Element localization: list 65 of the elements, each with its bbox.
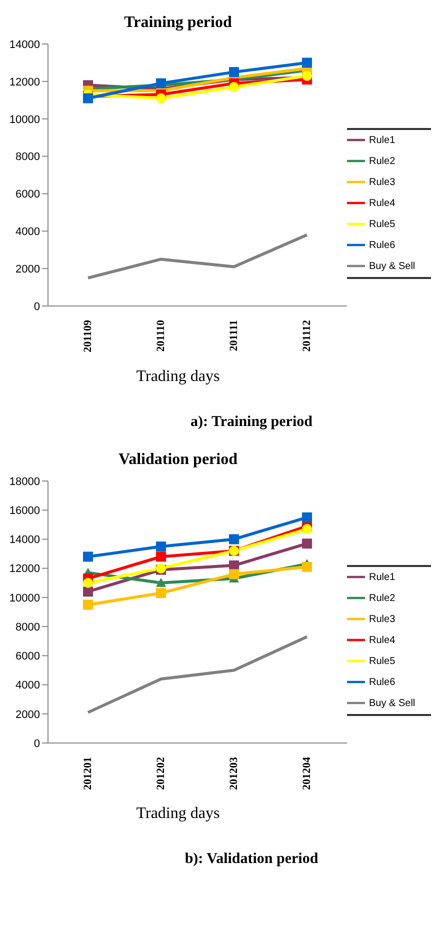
legend-label: Rule4 xyxy=(369,198,396,208)
chart-title: Validation period xyxy=(118,450,238,470)
point xyxy=(83,586,93,597)
x-tick-label: 201203 xyxy=(228,756,240,790)
point xyxy=(302,524,312,534)
y-tick-label: 0 xyxy=(34,300,40,313)
y-tick-label: 6000 xyxy=(16,650,40,663)
x-axis-title: Trading days xyxy=(135,368,221,387)
point xyxy=(156,542,166,552)
legend-label: Rule1 xyxy=(369,134,396,146)
y-tick-label: 14000 xyxy=(9,38,40,51)
point xyxy=(229,82,239,92)
legend-label: Rule5 xyxy=(369,656,396,666)
y-tick-label: 10000 xyxy=(9,114,40,126)
x-tick-label: 201201 xyxy=(82,757,94,790)
y-tick-label: 4000 xyxy=(16,680,40,692)
point xyxy=(302,538,312,549)
x-tick-label: 201202 xyxy=(155,756,167,790)
chart-title: Training period xyxy=(123,13,233,33)
y-tick-label: 18000 xyxy=(9,476,40,488)
text: a): Training period xyxy=(190,414,314,431)
y-tick-label: 8000 xyxy=(16,621,40,634)
legend-label: Rule1 xyxy=(369,572,396,582)
y-tick-label: 12000 xyxy=(9,563,40,576)
point xyxy=(83,552,93,562)
point xyxy=(302,58,312,68)
x-tick-label: 201109 xyxy=(82,320,94,352)
y-tick-label: 4000 xyxy=(16,226,40,238)
y-tick-label: 14000 xyxy=(9,534,40,546)
y-tick-label: 6000 xyxy=(16,188,40,201)
y-tick-label: 10000 xyxy=(9,592,40,604)
y-tick-label: 12000 xyxy=(9,76,40,88)
point xyxy=(229,569,239,580)
point xyxy=(156,588,166,598)
legend-label: Rule2 xyxy=(369,592,396,604)
y-tick-label: 16000 xyxy=(9,505,40,518)
legend-label: Rule6 xyxy=(369,240,396,250)
point xyxy=(156,578,166,587)
point xyxy=(156,552,166,562)
y-tick-label: 0 xyxy=(34,738,40,750)
legend-label: Rule3 xyxy=(369,614,396,624)
line-series xyxy=(86,233,308,280)
point xyxy=(229,534,239,544)
legend-label: Buy & Sell xyxy=(369,698,416,708)
y-tick-label: 8000 xyxy=(16,151,40,164)
point xyxy=(83,578,93,588)
text: b): Validation period xyxy=(184,851,320,868)
legend-label: Rule5 xyxy=(369,218,396,230)
x-tick-label: 201110 xyxy=(155,320,167,352)
legend-label: Rule4 xyxy=(369,634,396,646)
line-series xyxy=(86,635,308,714)
x-tick-label: 201111 xyxy=(228,320,240,352)
x-tick-label: 201204 xyxy=(301,756,313,790)
legend-label: Rule6 xyxy=(369,676,396,688)
y-tick-label: 2000 xyxy=(16,708,40,721)
y-tick-label: 2000 xyxy=(16,263,40,276)
point xyxy=(83,600,93,610)
point xyxy=(156,93,166,104)
x-tick-label: 201112 xyxy=(301,320,313,352)
legend-label: Buy & Sell xyxy=(369,260,416,272)
point xyxy=(229,67,239,78)
legend-label: Rule3 xyxy=(369,176,396,188)
x-axis-title: Trading days xyxy=(135,805,221,824)
legend-label: Rule2 xyxy=(369,156,396,166)
point xyxy=(302,512,312,522)
